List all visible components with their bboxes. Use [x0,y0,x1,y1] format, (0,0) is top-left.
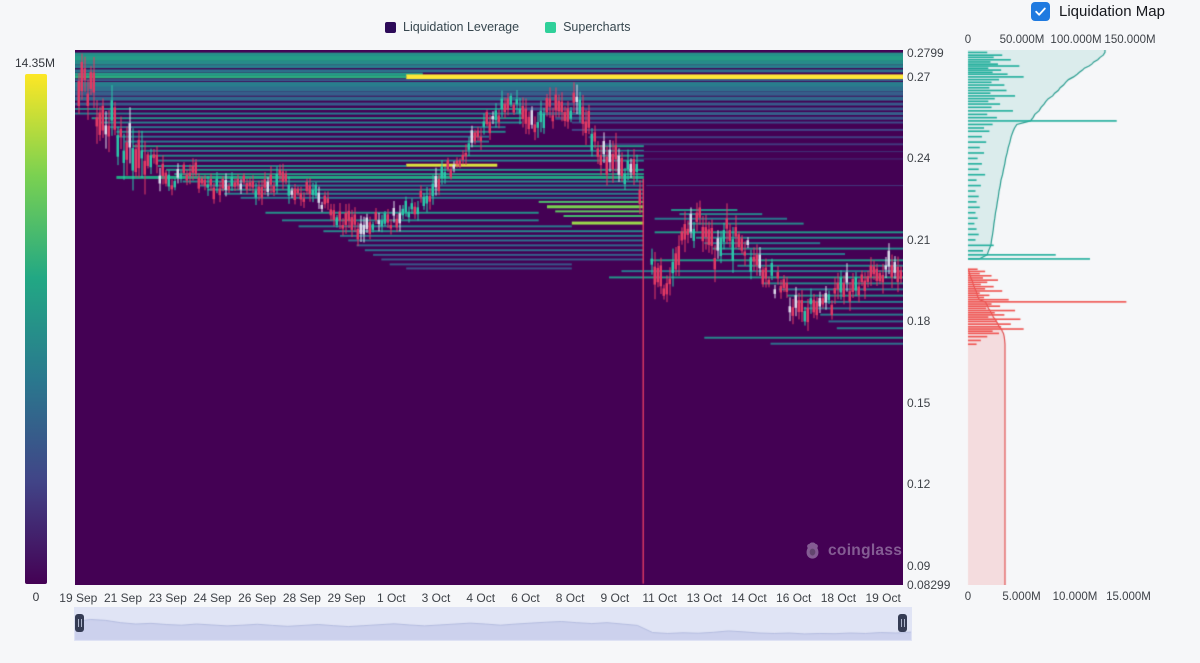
liquidation-map-toggle[interactable]: Liquidation Map [1031,2,1165,21]
legend-label: Supercharts [563,20,631,34]
y-axis-tick: 0.12 [907,477,931,492]
legend-item-liquidation-leverage[interactable]: Liquidation Leverage [385,20,519,34]
x-axis-tick: 24 Sep [193,591,232,605]
x-axis-tick: 26 Sep [238,591,277,605]
x-axis-tick: 28 Sep [282,591,321,605]
y-axis-tick: 0.15 [907,395,931,410]
y-axis-tick: 0.09 [907,558,931,573]
liqmap-top-axis-tick: 0 [964,34,972,46]
x-axis-tick: 16 Oct [776,591,812,605]
liquidation-map-checkbox[interactable] [1031,2,1050,21]
liqmap-bottom-axis-tick: 0 [964,591,972,603]
liquidation-heatmap-canvas[interactable] [75,50,903,585]
colorbar-max-label: 14.35M [15,56,56,70]
y-axis-tick: 0.21 [907,232,931,247]
x-axis-tick: 11 Oct [642,591,677,605]
navigator-right-handle[interactable] [898,614,907,632]
chart-legend: Liquidation Leverage Supercharts [385,20,630,34]
x-axis-tick: 23 Sep [148,591,187,605]
x-axis-tick: 18 Oct [820,591,857,605]
y-axis-tick: 0.24 [907,151,931,166]
x-axis-tick: 19 Oct [865,591,901,605]
x-axis-tick: 29 Sep [327,591,366,605]
x-axis-tick: 14 Oct [731,591,767,605]
liqmap-top-axis-tick: 50.000M [999,34,1045,46]
colorbar-min-label: 0 [32,590,40,604]
y-axis-tick: 0.27 [907,69,931,84]
x-axis-tick: 19 Sep [59,591,98,605]
liqmap-top-axis-tick: 150.000M [1104,34,1156,46]
navigator-left-handle[interactable] [75,614,84,632]
liqmap-bottom-axis-tick: 15.000M [1106,591,1151,603]
liquidation-map-canvas[interactable] [955,50,1200,585]
x-axis-tick: 13 Oct [686,591,722,605]
supercharts-swatch [545,21,557,33]
check-icon [1035,7,1046,16]
navigator-canvas[interactable] [74,607,912,641]
liqmap-bottom-axis-tick: 5.000M [1002,591,1041,603]
legend-label: Liquidation Leverage [403,20,520,34]
liquidation-leverage-swatch [385,21,396,33]
liqmap-top-axis-tick: 100.000M [1050,34,1102,46]
colorbar-gradient [25,74,47,584]
y-axis-tick: 0.2799 [907,46,944,60]
liquidation-map-toggle-label: Liquidation Map [1059,3,1165,20]
liqmap-bottom-axis-tick: 10.000M [1052,591,1098,603]
y-axis-tick: 0.18 [907,314,931,329]
x-axis-tick: 6 Oct [511,591,540,605]
x-axis-tick: 8 Oct [555,591,585,605]
x-axis-tick: 1 Oct [376,591,406,605]
x-axis-tick: 3 Oct [421,591,451,605]
x-axis-tick: 4 Oct [466,591,496,605]
y-axis-tick: 0.08299 [907,578,951,592]
x-axis-tick: 9 Oct [600,591,630,605]
legend-item-supercharts[interactable]: Supercharts [545,20,630,34]
x-axis-tick: 21 Sep [103,591,143,605]
